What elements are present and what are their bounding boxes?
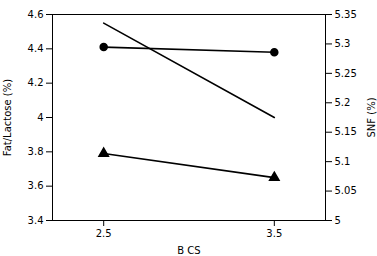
svg-text:4.4: 4.4 — [28, 43, 44, 54]
svg-text:3.5: 3.5 — [266, 228, 282, 239]
svg-text:2.5: 2.5 — [96, 228, 112, 239]
svg-text:4: 4 — [37, 112, 43, 123]
svg-text:B CS: B CS — [177, 245, 200, 256]
svg-text:5.05: 5.05 — [335, 185, 357, 196]
svg-text:3.4: 3.4 — [28, 215, 44, 226]
svg-text:3.8: 3.8 — [28, 146, 44, 157]
svg-text:5.2: 5.2 — [335, 97, 351, 108]
svg-text:5: 5 — [335, 215, 341, 226]
svg-text:3.6: 3.6 — [28, 180, 44, 191]
svg-text:5.35: 5.35 — [335, 9, 357, 20]
svg-text:4.6: 4.6 — [28, 9, 44, 20]
svg-text:4.2: 4.2 — [28, 77, 44, 88]
svg-text:5.3: 5.3 — [335, 38, 351, 49]
svg-text:5.15: 5.15 — [335, 126, 357, 137]
svg-text:5.1: 5.1 — [335, 156, 351, 167]
svg-text:Fat/Lactose (%): Fat/Lactose (%) — [2, 79, 13, 156]
svg-text:SNF (%): SNF (%) — [366, 97, 377, 137]
svg-text:5.25: 5.25 — [335, 68, 357, 79]
